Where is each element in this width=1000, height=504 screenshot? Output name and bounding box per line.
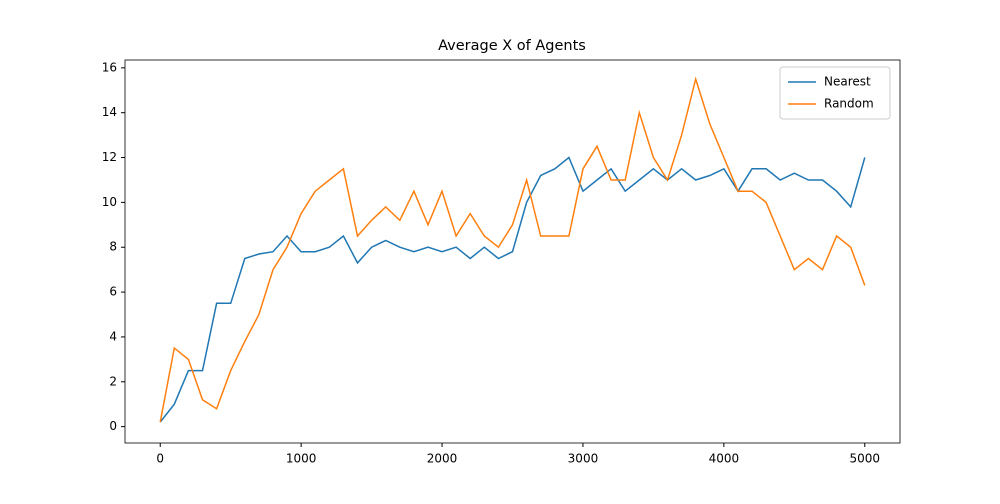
plot-frame — [124, 59, 901, 444]
chart-title: Average X of Agents — [438, 38, 586, 54]
legend-box — [779, 66, 891, 120]
legend-label: Nearest — [824, 75, 871, 89]
y-tick-label: 10 — [102, 195, 117, 209]
x-tick-label: 3000 — [568, 452, 599, 466]
line — [159, 76, 866, 423]
y-tick-label: 0 — [109, 419, 117, 433]
x-tick-label: 4000 — [709, 452, 740, 466]
x-tick-label: 1000 — [286, 452, 317, 466]
y-tick-label: 4 — [109, 329, 117, 343]
x-tick-label: 2000 — [427, 452, 458, 466]
y-tick-label: 2 — [109, 374, 117, 388]
y-tick-label: 16 — [102, 60, 117, 74]
y-tick-label: 14 — [102, 105, 117, 119]
x-tick-label: 5000 — [849, 452, 880, 466]
y-tick-label: 8 — [109, 240, 117, 254]
x-tick-label: 0 — [156, 452, 164, 466]
line — [159, 156, 866, 423]
legend-label: Random — [824, 97, 874, 111]
y-tick-label: 12 — [102, 150, 117, 164]
y-tick-label: 6 — [109, 285, 117, 299]
